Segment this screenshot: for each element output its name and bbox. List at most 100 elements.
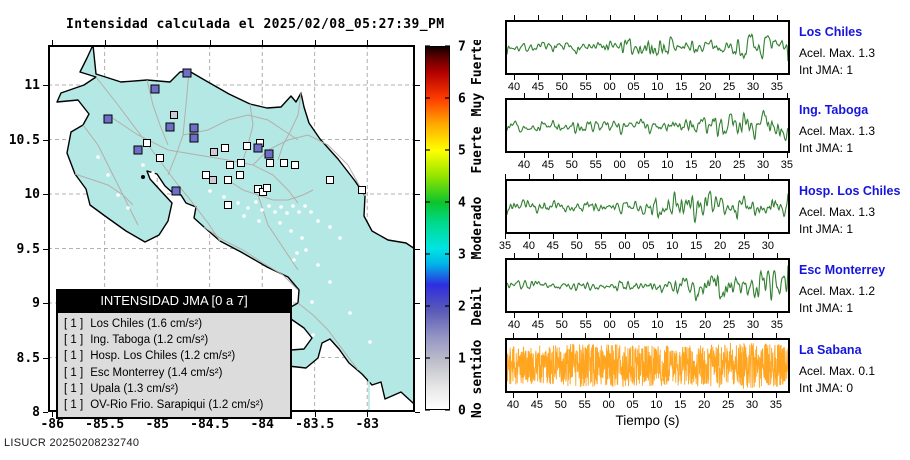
waveform-tick [715, 153, 717, 158]
station-name-label: La Sabana [799, 343, 862, 357]
waveform-tick-label: 30 [746, 81, 760, 93]
station-marker-int0 [358, 186, 366, 194]
waveform-tick-label: 30 [756, 159, 770, 171]
waveform-tick [656, 333, 658, 338]
waveform-tick-label: 20 [698, 399, 711, 411]
waveform-trace [506, 265, 789, 302]
station-dot [291, 204, 295, 208]
waveform-tick-label: 00 [603, 81, 616, 93]
waveform-tick-label: 20 [699, 319, 712, 331]
waveform-tick-label: 20 [709, 159, 722, 171]
axis-tick [262, 40, 264, 45]
waveform-tick-label: 50 [555, 81, 568, 93]
station-marker-int0 [243, 142, 251, 150]
station-name-label: Los Chiles [799, 25, 863, 39]
waveform-tick [537, 15, 539, 20]
waveform-tick [643, 93, 645, 98]
waveform-tick-label: 55 [594, 240, 607, 252]
intensity-colorbar [425, 46, 450, 410]
waveform-tick [608, 333, 610, 338]
waveform-tick [667, 93, 669, 98]
waveform-tick [657, 313, 659, 318]
map-x-tick-label: -86 [40, 417, 64, 432]
station-name-label: Hosp. Los Chiles [799, 184, 901, 198]
waveform-tick-label: 05 [626, 399, 639, 411]
waveform-tick-label: 25 [722, 319, 736, 331]
waveform-tick [552, 234, 554, 239]
station-dot [292, 258, 296, 262]
waveform-tick-label: 00 [613, 159, 626, 171]
waveform-tick [681, 75, 683, 80]
waveform-tick-label: 05 [627, 319, 640, 331]
waveform-tick [609, 313, 611, 318]
colorbar-tick-label: 1 [458, 352, 466, 367]
station-acel-max: Acel. Max. 0.1 [799, 364, 876, 378]
waveform-tick [786, 153, 788, 158]
waveform-tick-label: 15 [690, 240, 703, 252]
waveform-tick [720, 174, 722, 179]
waveform-tick-label: 45 [546, 240, 559, 252]
legend-item-intensity: [ 1 ] [64, 318, 84, 330]
waveform-tick [513, 393, 514, 398]
waveform-panel [505, 179, 790, 234]
station-marker-int1 [165, 122, 175, 132]
waveform-tick [585, 253, 587, 258]
waveform-tick [720, 234, 722, 239]
waveform-tick-label: 05 [627, 81, 640, 93]
map-x-tick-label: -85 [145, 417, 169, 432]
waveform-tick-label: 10 [651, 319, 664, 331]
colorbar-tick-label: 3 [458, 248, 466, 263]
waveform-tick [744, 234, 745, 239]
waveform-tick-label: 30 [761, 240, 775, 252]
station-markers-int0 [143, 111, 366, 209]
station-marker-int0 [210, 148, 218, 156]
station-dot [236, 201, 240, 205]
waveform-tick-label: 10 [666, 240, 679, 252]
waveform-tick [633, 75, 635, 80]
station-dot [273, 210, 277, 214]
axis-tick [415, 357, 420, 359]
watermark-text: LISUCR 20250208232740 [4, 437, 140, 449]
axis-tick [415, 303, 420, 304]
waveform-tick [648, 174, 650, 179]
waveform-tick [752, 333, 753, 338]
page-title: Intensidad calculada el 2025/02/08_05:27… [66, 17, 445, 32]
waveform-tick [681, 15, 683, 20]
road-network [74, 70, 366, 371]
axis-tick [52, 412, 54, 417]
station-marker-int1 [171, 186, 181, 196]
intensity-legend-items: [ 1 ] Los Chiles (1.6 cm/s²) [ 1 ] Ing. Tab… [58, 313, 290, 417]
axis-tick [43, 139, 48, 141]
station-dot [257, 219, 261, 223]
waveform-tick [584, 333, 586, 338]
station-dot [285, 211, 289, 215]
waveform-tick [657, 253, 659, 258]
axis-tick [43, 194, 48, 195]
waveform-tick [767, 234, 769, 239]
intensity-legend: INTENSIDAD JMA [0 a 7] [ 1 ] Los Chiles (… [56, 289, 292, 420]
legend-item-station: Ing. Taboga (1.2 cm/s²) [90, 334, 209, 347]
axis-tick [104, 40, 106, 45]
station-marker-int0 [202, 171, 210, 179]
waveform-tick [729, 15, 731, 20]
waveform-tick [705, 15, 707, 20]
waveform-tick [776, 75, 778, 80]
station-dot [331, 355, 335, 359]
station-dot [328, 225, 332, 229]
waveform-tick-label: 55 [579, 81, 592, 93]
map-x-tick-label: -84.5 [190, 417, 230, 432]
station-acel-max: Acel. Max. 1.3 [799, 205, 876, 219]
station-dot [254, 200, 258, 204]
axis-tick [43, 357, 48, 359]
station-marker-int0 [224, 176, 232, 184]
waveform-tick [728, 393, 730, 398]
waveform-tick [729, 313, 731, 318]
waveform-tick [696, 234, 698, 239]
station-dot [304, 248, 308, 252]
waveform-tick-label: 00 [603, 319, 616, 331]
waveform-tick [609, 253, 611, 258]
station-int-jma: Int JMA: 1 [799, 63, 854, 77]
colorbar-tick-label: 6 [458, 92, 466, 107]
station-dot [316, 263, 320, 267]
station-marker-int1 [264, 149, 274, 159]
